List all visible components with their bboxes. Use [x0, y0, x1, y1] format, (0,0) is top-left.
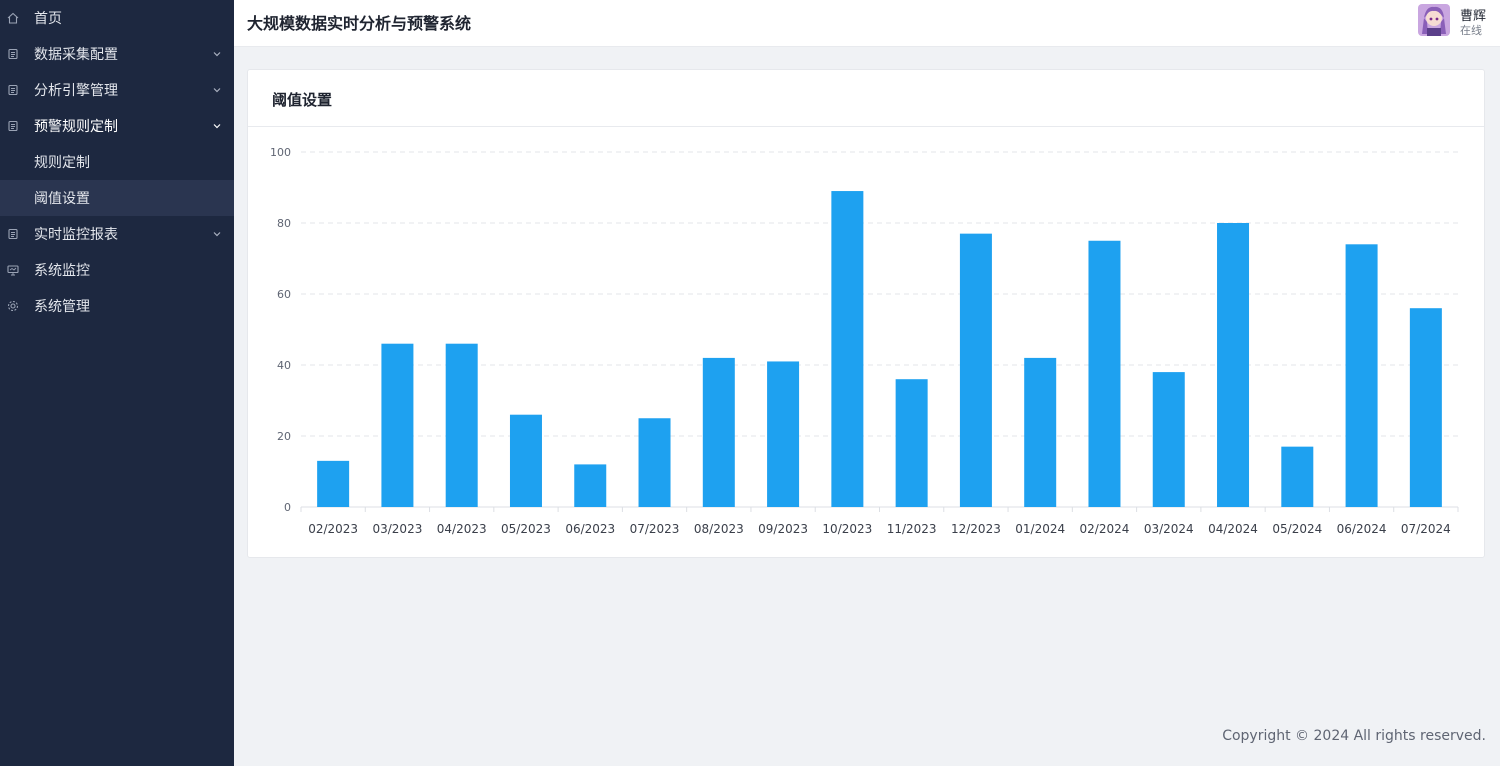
- chevron-down-icon: [212, 49, 222, 59]
- sidebar-menu: 首页数据采集配置 分析引擎管理 预警规则定制 规则定制阈值设置实时监控报表 系统监控系统…: [0, 0, 234, 324]
- x-tick-label: 03/2023: [372, 522, 422, 536]
- chevron-down-icon: [212, 229, 222, 239]
- app-title: 大规模数据实时分析与预警系统: [247, 10, 471, 34]
- avatar[interactable]: [1418, 4, 1450, 36]
- x-tick-label: 12/2023: [951, 522, 1001, 536]
- doc-icon: [7, 48, 19, 60]
- sidebar-item-label: 分析引擎管理: [34, 80, 118, 100]
- bar: [896, 379, 928, 507]
- user-status: 在线: [1460, 22, 1482, 38]
- x-tick-label: 01/2024: [1015, 522, 1065, 536]
- bar: [960, 234, 992, 507]
- x-tick-label: 07/2024: [1401, 522, 1451, 536]
- x-tick-label: 05/2024: [1272, 522, 1322, 536]
- bar: [510, 415, 542, 507]
- y-tick-label: 0: [284, 501, 291, 514]
- bar: [639, 418, 671, 507]
- footer-copyright: Copyright © 2024 All rights reserved.: [1222, 728, 1486, 744]
- doc-icon: [7, 84, 19, 96]
- sidebar-item-2[interactable]: 分析引擎管理: [0, 72, 234, 108]
- gear-icon: [7, 300, 19, 312]
- sidebar-item-3[interactable]: 预警规则定制: [0, 108, 234, 144]
- bar: [1024, 358, 1056, 507]
- y-tick-label: 100: [270, 146, 291, 159]
- sidebar-item-label: 阈值设置: [34, 188, 90, 208]
- sidebar-item-6[interactable]: 实时监控报表: [0, 216, 234, 252]
- threshold-bar-chart: 0 20 40 60 80 100 02/2023 03/2023 04/2023 05/2023…: [248, 127, 1484, 557]
- bar: [1217, 223, 1249, 507]
- bar: [1281, 447, 1313, 507]
- threshold-card: 阈值设置 0 20 40 60 80 100 02/2023 03/2023 04/2023 05…: [247, 69, 1485, 558]
- chevron-down-icon: [212, 85, 222, 95]
- x-tick-label: 04/2024: [1208, 522, 1258, 536]
- bar: [1153, 372, 1185, 507]
- sidebar-item-label: 规则定制: [34, 152, 90, 172]
- x-tick-label: 03/2024: [1144, 522, 1194, 536]
- home-icon: [7, 12, 19, 24]
- sidebar: 首页数据采集配置 分析引擎管理 预警规则定制 规则定制阈值设置实时监控报表 系统监控系统…: [0, 0, 234, 766]
- x-tick-label: 11/2023: [887, 522, 937, 536]
- sidebar-item-label: 数据采集配置: [34, 44, 118, 64]
- card-title: 阈值设置: [272, 89, 332, 110]
- bar: [703, 358, 735, 507]
- chevron-down-icon: [212, 121, 222, 131]
- x-tick-label: 06/2023: [565, 522, 615, 536]
- sidebar-item-4[interactable]: 规则定制: [0, 144, 234, 180]
- sidebar-item-label: 预警规则定制: [34, 116, 118, 136]
- bar: [381, 344, 413, 507]
- x-tick-label: 09/2023: [758, 522, 808, 536]
- x-tick-label: 05/2023: [501, 522, 551, 536]
- sidebar-item-0[interactable]: 首页: [0, 0, 234, 36]
- y-tick-label: 20: [277, 430, 291, 443]
- x-tick-label: 06/2024: [1337, 522, 1387, 536]
- sidebar-item-label: 首页: [34, 8, 62, 28]
- bar: [1346, 244, 1378, 507]
- sidebar-item-label: 实时监控报表: [34, 224, 118, 244]
- y-tick-label: 80: [277, 217, 291, 230]
- bar: [574, 464, 606, 507]
- bar: [1410, 308, 1442, 507]
- sidebar-item-label: 系统管理: [34, 296, 90, 316]
- doc-icon: [7, 228, 19, 240]
- doc-icon: [7, 120, 19, 132]
- x-tick-label: 02/2024: [1080, 522, 1130, 536]
- header: 大规模数据实时分析与预警系统 曹辉 在线: [234, 0, 1500, 47]
- x-tick-label: 07/2023: [630, 522, 680, 536]
- x-tick-label: 02/2023: [308, 522, 358, 536]
- bar: [317, 461, 349, 507]
- x-tick-label: 04/2023: [437, 522, 487, 536]
- sidebar-item-7[interactable]: 系统监控: [0, 252, 234, 288]
- bar: [767, 361, 799, 507]
- sidebar-item-1[interactable]: 数据采集配置: [0, 36, 234, 72]
- monitor-icon: [7, 264, 19, 276]
- bar: [1088, 241, 1120, 507]
- bar: [831, 191, 863, 507]
- y-tick-label: 60: [277, 288, 291, 301]
- sidebar-item-5[interactable]: 阈值设置: [0, 180, 234, 216]
- y-tick-label: 40: [277, 359, 291, 372]
- bar: [446, 344, 478, 507]
- sidebar-item-8[interactable]: 系统管理: [0, 288, 234, 324]
- sidebar-item-label: 系统监控: [34, 260, 90, 280]
- x-tick-label: 08/2023: [694, 522, 744, 536]
- x-tick-label: 10/2023: [822, 522, 872, 536]
